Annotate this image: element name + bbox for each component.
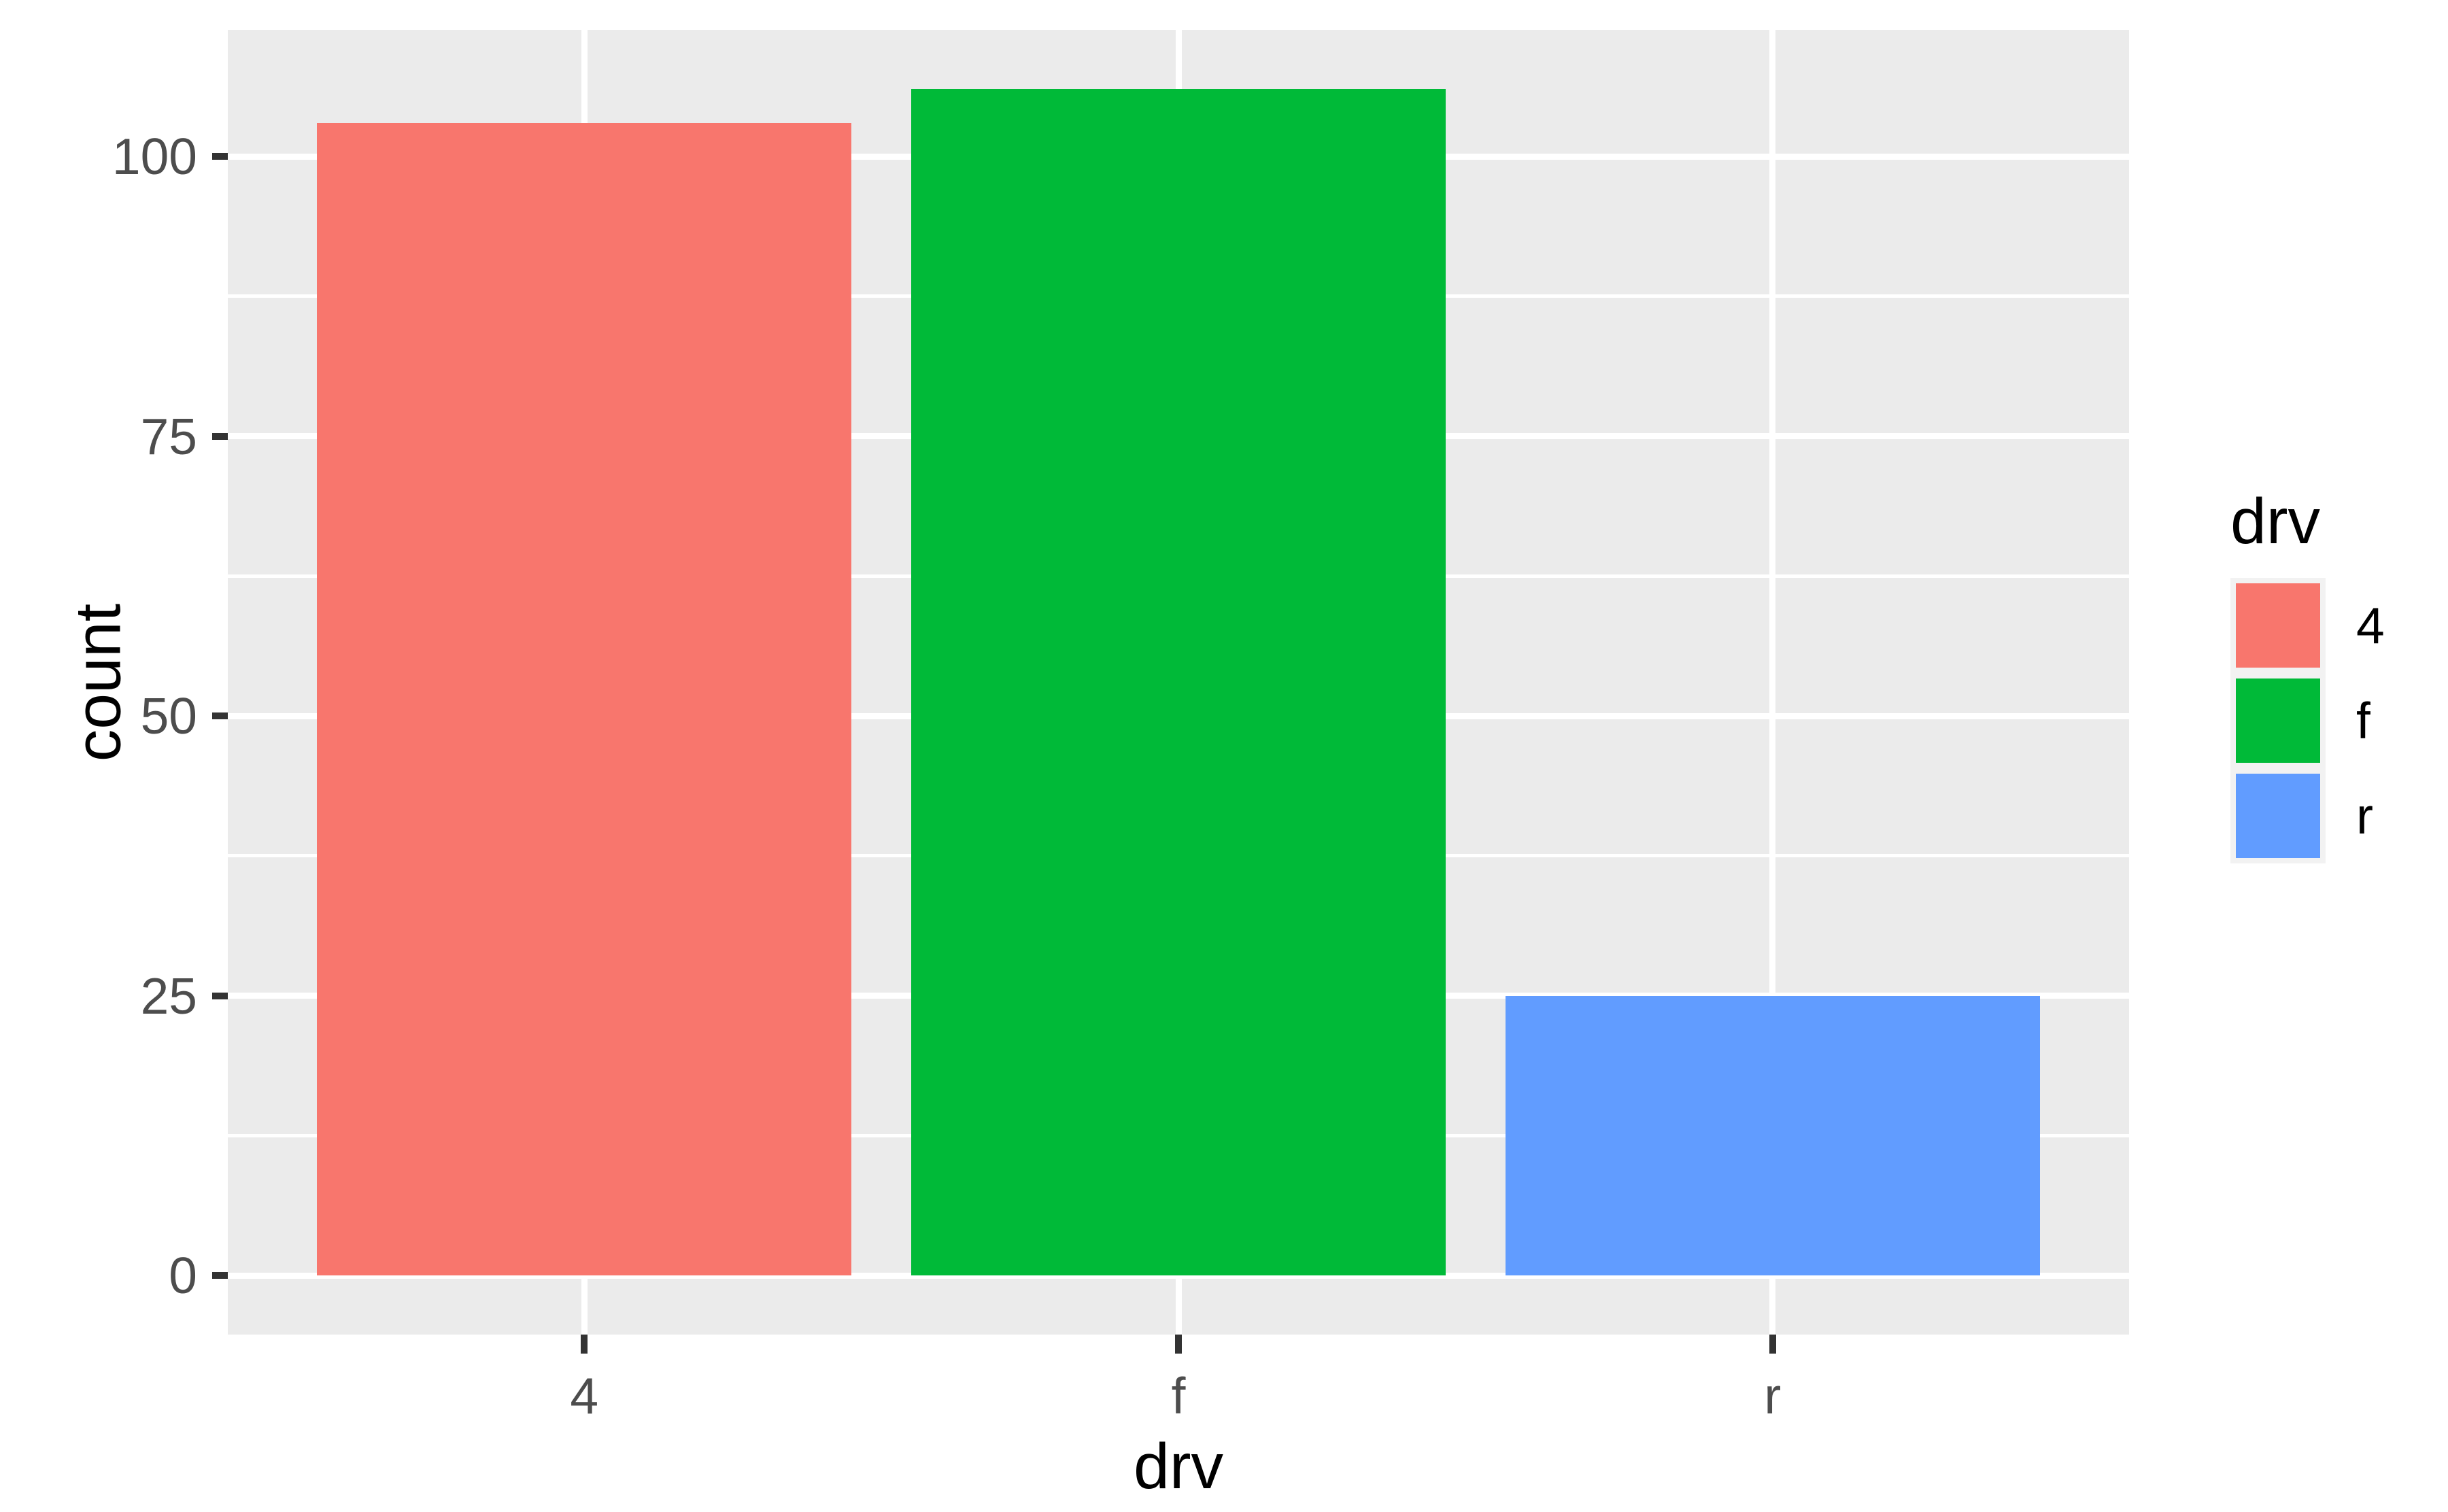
legend-swatch-4 xyxy=(2236,583,2320,668)
legend: drv 4 f r xyxy=(2230,486,2385,863)
y-tick-label: 100 xyxy=(112,128,197,185)
y-tick-label: 0 xyxy=(169,1247,197,1304)
legend-item: 4 xyxy=(2230,578,2385,673)
x-tick-mark xyxy=(1175,1335,1182,1354)
legend-item: r xyxy=(2230,768,2385,863)
legend-swatch-f xyxy=(2236,678,2320,763)
x-tick-label: 4 xyxy=(570,1367,599,1424)
y-tick-mark xyxy=(212,992,228,999)
plot-panel xyxy=(228,30,2129,1335)
y-tick-label: 25 xyxy=(140,967,197,1025)
y-tick-mark xyxy=(212,432,228,440)
legend-item: f xyxy=(2230,673,2385,768)
legend-swatch-r xyxy=(2236,774,2320,858)
legend-key xyxy=(2230,673,2326,768)
y-tick-mark xyxy=(212,712,228,719)
bar-f xyxy=(911,89,1446,1275)
legend-key xyxy=(2230,768,2326,863)
bar-r xyxy=(1505,995,2040,1275)
vertical-gridline xyxy=(1769,30,1776,1335)
x-tick-label: f xyxy=(1171,1367,1186,1424)
x-axis-title: drv xyxy=(1134,1430,1223,1502)
legend-title: drv xyxy=(2230,485,2320,557)
y-tick-label: 75 xyxy=(140,407,197,465)
y-tick-mark xyxy=(212,1272,228,1279)
bar-4 xyxy=(317,122,852,1275)
legend-label: f xyxy=(2356,692,2370,749)
y-tick-mark xyxy=(212,153,228,160)
legend-key xyxy=(2230,578,2326,673)
legend-label: 4 xyxy=(2356,597,2385,654)
x-tick-mark xyxy=(1769,1335,1776,1354)
x-tick-label: r xyxy=(1764,1367,1782,1424)
x-tick-mark xyxy=(581,1335,588,1354)
legend-label: r xyxy=(2356,787,2373,844)
y-tick-label: 50 xyxy=(140,687,197,744)
legend-items: 4 f r xyxy=(2230,578,2385,863)
